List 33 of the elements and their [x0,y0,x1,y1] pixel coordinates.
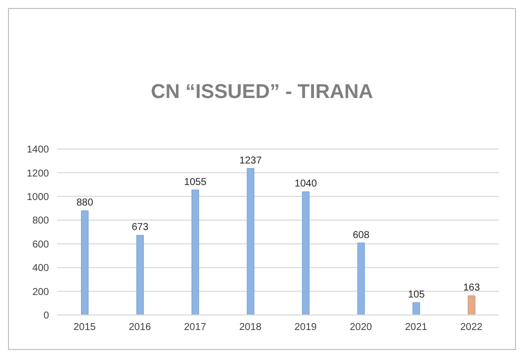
y-tick-label: 400 [32,263,50,274]
bar [136,234,144,315]
y-tick-label: 0 [43,310,50,322]
x-tick-label: 2018 [239,322,262,334]
x-tick-label: 2020 [350,322,372,334]
y-tick-label: 1400 [26,144,50,156]
y-tick-label: 1200 [26,168,50,180]
x-tick-label: 2015 [74,322,96,334]
bar [468,295,476,315]
y-tick-label: 200 [32,286,50,298]
x-tick-label: 2022 [460,322,483,334]
x-tick-label: 2017 [184,322,207,334]
data-label: 673 [132,222,149,234]
bar [81,210,89,315]
bar [302,191,310,315]
bar [412,302,420,315]
data-label: 1040 [294,178,318,190]
data-label: 608 [352,230,370,241]
y-tick-label: 800 [32,216,50,227]
y-tick-label: 1000 [26,192,50,203]
data-label: 1055 [184,176,207,188]
y-tick-label: 600 [32,239,50,250]
data-label: 105 [408,290,426,301]
data-label: 880 [76,198,94,209]
x-tick-label: 2016 [128,322,152,334]
bar [192,190,200,315]
x-tick-label: 2021 [405,322,428,334]
x-tick-label: 2019 [294,322,318,334]
bar [357,242,365,315]
bar [246,168,254,315]
data-label: 1237 [239,155,262,166]
data-label: 163 [463,282,480,294]
chart-title: CN “ISSUED” - TIRANA [150,81,374,104]
